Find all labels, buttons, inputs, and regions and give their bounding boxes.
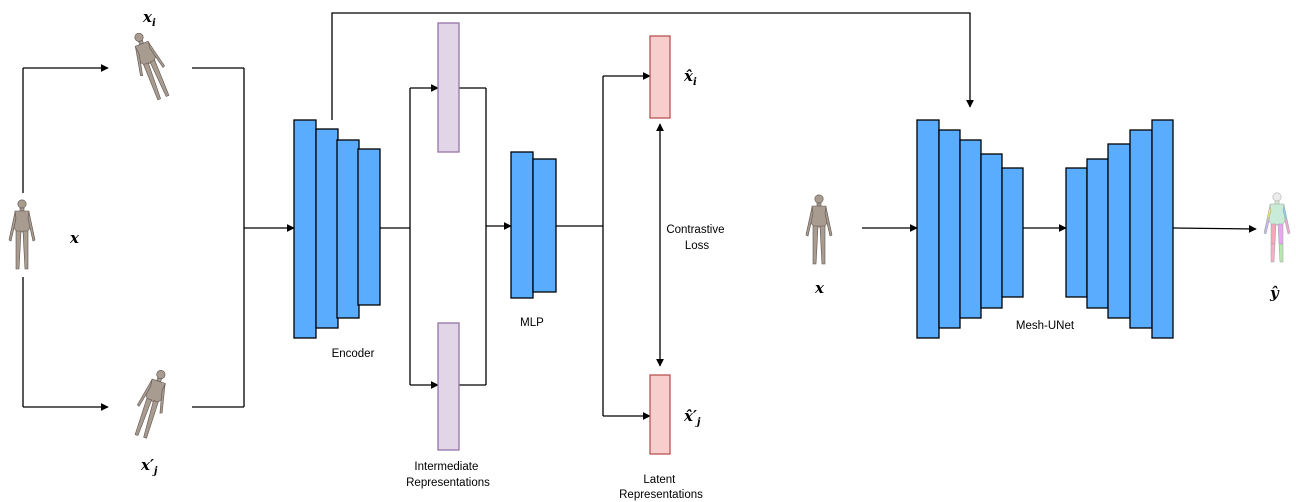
- contrastive-loss-label: Contrastive Loss: [666, 224, 727, 252]
- latent-representation-i: [649, 35, 671, 119]
- mlp-block: [510, 151, 557, 299]
- unet-down-layer-2: [938, 129, 961, 329]
- latent-representation-j: [649, 374, 671, 455]
- x-j-prime-label: x′j: [140, 456, 158, 477]
- human-mesh-icon: [127, 366, 176, 441]
- input-split-wires: [22, 64, 109, 411]
- mlp-to-latent-wires: [556, 72, 651, 420]
- encoder-block: [293, 119, 381, 339]
- unet-down-layer-4: [980, 153, 1003, 309]
- unet-wires: [862, 224, 1257, 233]
- unet-up-layer-3: [1107, 143, 1131, 319]
- mesh-unet-block: [916, 119, 1174, 339]
- human-mesh-icon: [8, 199, 36, 270]
- human-mesh-icon: [124, 28, 176, 103]
- unet-down-layer-1: [916, 119, 940, 339]
- intermediate-representation-top: [437, 22, 460, 153]
- x-seg-input-label: x: [814, 279, 825, 297]
- unet-up-layer-1: [1065, 167, 1088, 298]
- unet-down-layer-5: [1001, 167, 1024, 298]
- encoder-layer-4: [357, 148, 381, 306]
- x-hat-i-label: x̂i: [683, 67, 697, 88]
- y-hat-label: ŷ: [1269, 284, 1280, 302]
- latent-representations-label: Latent Representations: [619, 474, 703, 501]
- x-hat-j-prime-label: x̂′j: [683, 407, 701, 428]
- augment-merge-wires: [192, 67, 295, 408]
- encoder-layer-2: [315, 128, 339, 329]
- intermediate-to-mlp-wires: [459, 87, 512, 386]
- intermediate-representations-label: Intermediate Representations: [406, 461, 490, 489]
- mlp-label: MLP: [520, 317, 544, 329]
- mesh-unet-label: Mesh-UNet: [1016, 320, 1075, 332]
- human-mesh-icon: [805, 194, 833, 265]
- encoder-to-intermediate-wires: [380, 84, 439, 389]
- x-label: x: [69, 229, 80, 247]
- unet-up-layer-5: [1151, 119, 1174, 339]
- x-i-label: xi: [142, 8, 156, 29]
- unet-down-layer-3: [959, 139, 982, 319]
- mlp-layer-1: [510, 151, 534, 299]
- unet-up-layer-2: [1086, 158, 1109, 309]
- segmented-human-mesh-icon: [1263, 192, 1291, 263]
- unet-up-layer-4: [1129, 129, 1153, 329]
- encoder-layer-1: [293, 119, 317, 339]
- encoder-label: Encoder: [332, 348, 375, 360]
- encoder-layer-3: [336, 139, 360, 319]
- mlp-layer-2: [532, 158, 557, 293]
- intermediate-representation-bottom: [437, 322, 460, 451]
- encoder-weights-transfer-wire: [331, 12, 974, 120]
